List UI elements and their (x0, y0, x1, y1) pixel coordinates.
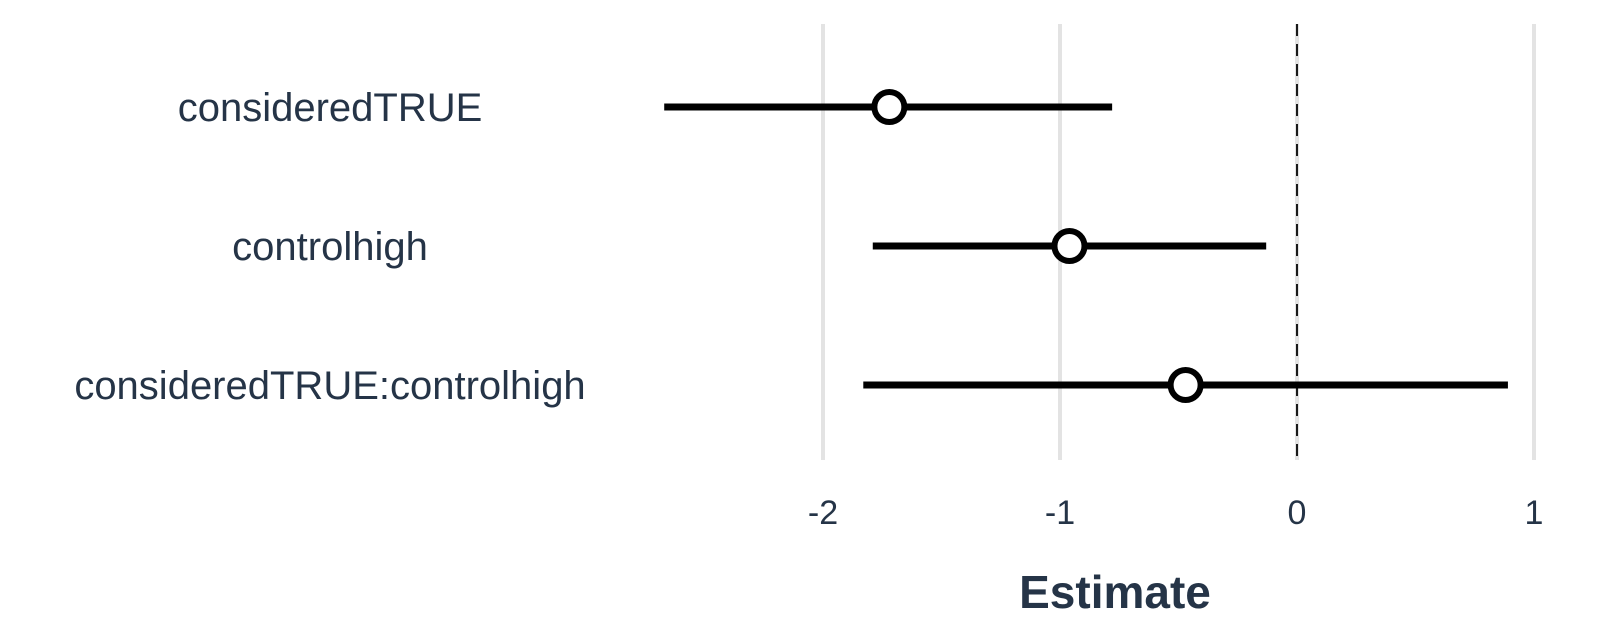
estimate-point (1051, 228, 1088, 264)
x-tick-label: -2 (808, 494, 838, 532)
term-label: controlhigh (232, 225, 428, 269)
x-tick-label: -1 (1045, 494, 1075, 532)
term-label: consideredTRUE (178, 86, 483, 130)
term-label: consideredTRUE:controlhigh (74, 364, 585, 408)
x-tick-label: 1 (1525, 494, 1544, 532)
estimate-point (1167, 367, 1204, 403)
x-axis-title: Estimate (1019, 566, 1211, 618)
x-tick-labels: -2 -1 0 1 (808, 494, 1544, 532)
estimate-points (871, 89, 1204, 403)
x-tick-label: 0 (1288, 494, 1307, 532)
estimate-point (871, 89, 908, 125)
term-labels: consideredTRUE controlhigh consideredTRUE:… (74, 86, 585, 408)
